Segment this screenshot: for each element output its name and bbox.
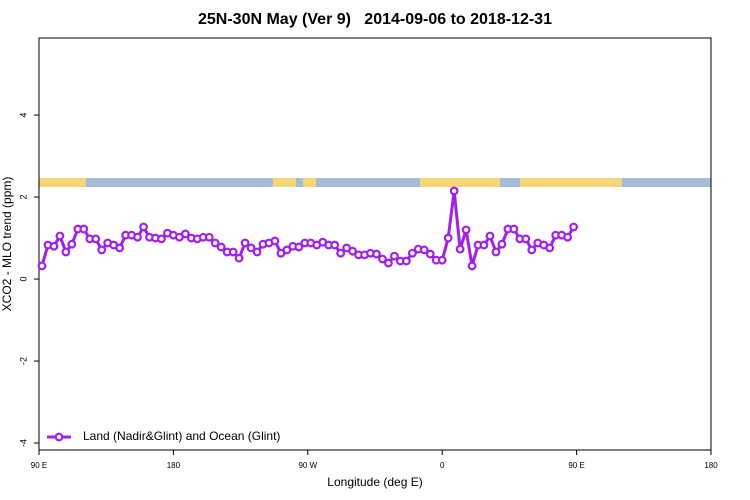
data-point [37, 261, 47, 271]
data-point [497, 239, 507, 249]
data-point [91, 234, 101, 244]
data-point [97, 245, 107, 255]
data-point [348, 246, 358, 256]
ocean-band [39, 178, 711, 187]
data-point [479, 240, 489, 250]
data-point [419, 245, 429, 255]
data-point [443, 233, 453, 243]
legend-marker [54, 432, 64, 442]
data-point [384, 258, 393, 268]
plot-frame [38, 37, 712, 451]
data-point [294, 242, 304, 252]
x-tick-label: 180 [704, 461, 718, 470]
land-segment [273, 178, 296, 187]
data-point [449, 186, 459, 196]
data-point [509, 224, 519, 234]
data-point [216, 242, 226, 252]
data-point [133, 232, 142, 242]
data-point [372, 249, 381, 259]
data-point [55, 231, 65, 241]
y-axis-label: XCO2 - MLO trend (ppm) [0, 177, 14, 312]
data-point [407, 248, 417, 258]
data-point [234, 253, 244, 263]
data-point [491, 247, 501, 257]
data-point [467, 261, 477, 271]
data-point [228, 247, 238, 257]
data-point [390, 251, 399, 261]
data-point [455, 244, 465, 254]
land-segment [420, 178, 500, 187]
x-axis-label: Longitude (deg E) [327, 475, 422, 489]
x-tick-label: 90 E [31, 461, 47, 470]
y-tick-label: -4 [18, 439, 28, 447]
data-point [461, 225, 471, 235]
x-tick-label: 180 [167, 461, 181, 470]
legend-label: Land (Nadir&Glint) and Ocean (Glint) [83, 429, 280, 443]
data-point [252, 247, 262, 257]
data-point [521, 234, 531, 244]
x-tick-label: 90 E [568, 461, 584, 470]
data-point [246, 243, 256, 253]
y-tick-label: 4 [18, 113, 28, 118]
data-point [139, 222, 148, 232]
data-point [282, 245, 292, 255]
data-point [49, 241, 59, 251]
data-point [545, 243, 555, 253]
data-point [569, 222, 579, 232]
data-point [437, 255, 447, 265]
data-point [67, 239, 77, 249]
data-point [485, 231, 495, 241]
y-tick-label: 2 [18, 195, 28, 200]
land-segment [520, 178, 622, 187]
data-point [336, 248, 346, 258]
data-point [401, 256, 411, 266]
data-point [240, 238, 250, 248]
data-point [527, 245, 537, 255]
x-tick-label: 90 W [298, 461, 317, 470]
data-point [79, 224, 89, 234]
data-point [378, 254, 387, 264]
data-point [270, 236, 280, 246]
data-point [563, 232, 573, 242]
y-tick-label: 0 [18, 277, 28, 282]
data-point [180, 229, 190, 239]
data-point [330, 240, 340, 250]
y-tick-label: -2 [18, 357, 28, 365]
data-point [204, 232, 214, 242]
data-point [157, 234, 166, 244]
land-ocean-band [39, 178, 711, 187]
x-tick-label: 0 [440, 461, 445, 470]
data-point [61, 247, 71, 257]
chart-title: 25N-30N May (Ver 9) 2014-09-06 to 2018-1… [198, 11, 552, 28]
data-point [115, 243, 125, 253]
land-segment [303, 178, 316, 187]
data-point [210, 238, 220, 248]
land-segment [39, 178, 86, 187]
data-point [425, 249, 435, 259]
